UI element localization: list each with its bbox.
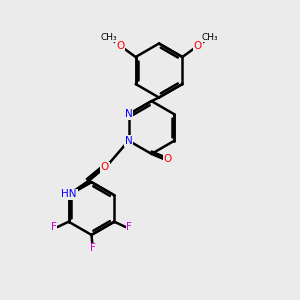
- Text: CH₃: CH₃: [100, 33, 117, 42]
- Text: HN: HN: [61, 189, 77, 200]
- Text: F: F: [90, 243, 96, 254]
- Text: O: O: [101, 162, 109, 172]
- Text: O: O: [116, 40, 124, 51]
- Text: O: O: [194, 40, 202, 51]
- Text: F: F: [51, 222, 57, 232]
- Text: N: N: [125, 136, 133, 146]
- Text: F: F: [126, 222, 132, 232]
- Text: O: O: [164, 154, 172, 164]
- Text: N: N: [125, 109, 133, 119]
- Text: CH₃: CH₃: [201, 33, 218, 42]
